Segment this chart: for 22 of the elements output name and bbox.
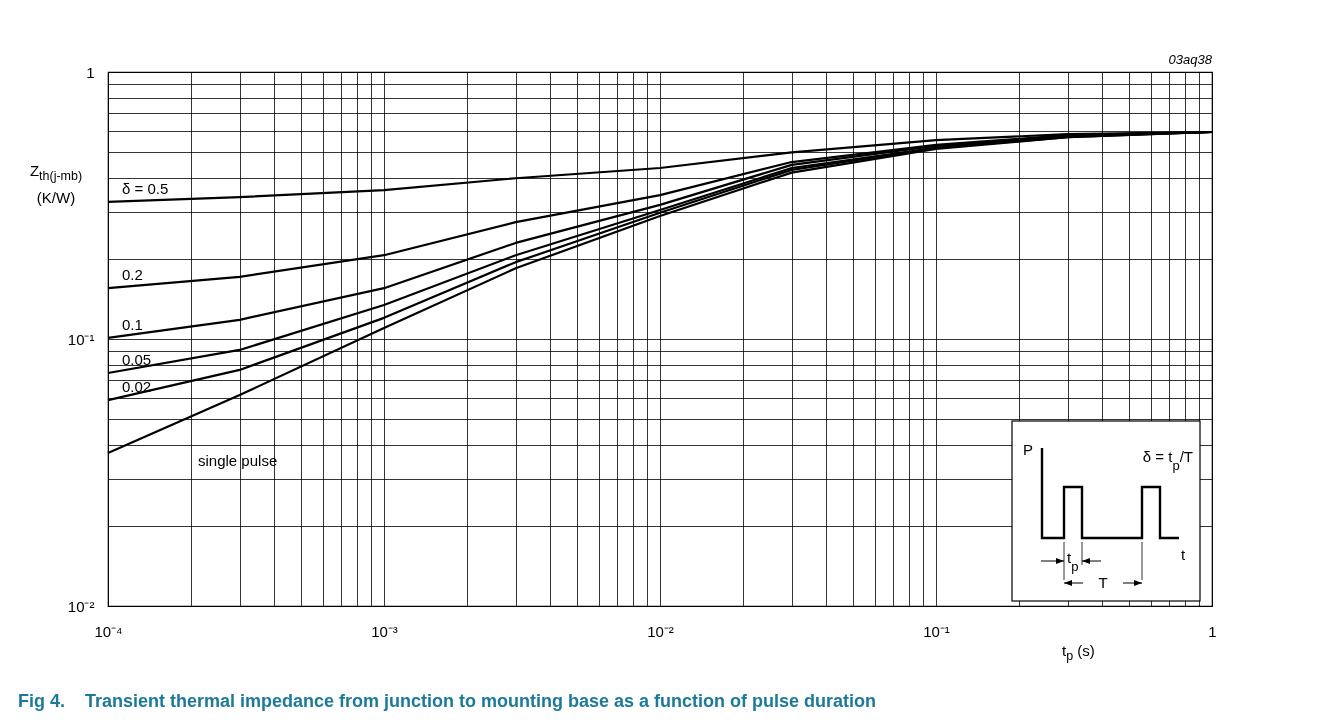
x-axis-title: t$_{p}$ (s) bbox=[1062, 642, 1095, 663]
x-tick-label: 10⁻¹ bbox=[923, 622, 950, 640]
series-label: 0.1 bbox=[122, 315, 143, 333]
y-tick-label: 10⁻² bbox=[67, 597, 95, 615]
annotation: δ = t$_{p}$/T bbox=[1142, 448, 1193, 473]
x-tick-label: 10⁻³ bbox=[371, 622, 398, 640]
x-tick-label: 1 bbox=[1208, 622, 1217, 640]
series-label: 0.05 bbox=[122, 350, 152, 368]
y-tick-label: 10⁻¹ bbox=[67, 330, 95, 348]
x-tick-label: 10⁻² bbox=[647, 622, 674, 640]
series-label: 0.02 bbox=[122, 378, 152, 396]
text: Fig 4. Transient thermal impedance from junction to mounting base as a function of pulse duration bbox=[18, 691, 877, 712]
x-tick-label: 10⁻⁴ bbox=[94, 622, 123, 640]
text: 03aq38 bbox=[1167, 52, 1212, 67]
annotation: t bbox=[1181, 546, 1186, 563]
annotation: t$_{p}$ bbox=[1067, 549, 1079, 574]
annotation: P bbox=[1023, 441, 1034, 458]
y-tick-label: 1 bbox=[86, 63, 95, 81]
annotation: T bbox=[1098, 574, 1108, 591]
y-axis-title: Z$_{th(j-mb)}$ (K/W) bbox=[28, 161, 84, 208]
series-label: 0.2 bbox=[122, 266, 143, 284]
series-label: δ = 0.5 bbox=[122, 179, 169, 197]
